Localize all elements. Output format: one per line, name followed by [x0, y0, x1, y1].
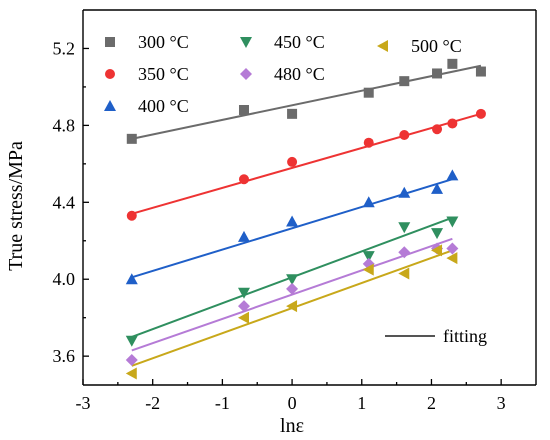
y-tick-label: 3.6: [53, 346, 76, 366]
data-point: [363, 137, 374, 148]
data-point: [398, 186, 411, 198]
data-point: [431, 228, 444, 240]
y-tick-label: 5.2: [53, 38, 76, 58]
data-point: [125, 354, 138, 366]
data-point: [362, 263, 374, 276]
data-point: [237, 230, 250, 242]
data-point: [432, 124, 443, 135]
data-point: [447, 118, 458, 129]
data-point: [446, 169, 459, 181]
x-tick-label: -3: [76, 393, 91, 413]
axes: -3 -2 -1 0 1 2 3 3.6 4.0 4.4 4.8 5.2: [53, 9, 537, 413]
data-point: [286, 282, 299, 295]
data-point: [362, 196, 375, 208]
y-tick-label: 4.8: [53, 115, 76, 135]
data-point: [237, 300, 250, 313]
legend-label: 450 °C: [274, 32, 325, 52]
data-point: [363, 87, 374, 98]
x-tick-label: -2: [145, 393, 160, 413]
data-point: [446, 216, 459, 228]
data-point: [475, 108, 486, 119]
legend-marker: [105, 69, 115, 79]
y-tick-label: 4.0: [53, 269, 76, 289]
data-point: [286, 300, 298, 313]
data-point: [125, 367, 137, 380]
data-point: [287, 108, 298, 119]
data-point: [431, 244, 443, 257]
legend-marker: [240, 37, 252, 48]
data-point: [287, 156, 298, 167]
y-axis-label: True stress/MPa: [5, 141, 27, 271]
x-tick-label: 0: [288, 393, 297, 413]
data-point: [125, 335, 138, 347]
data-point: [125, 273, 138, 285]
data-point: [398, 222, 411, 234]
legend-label: 480 °C: [274, 64, 325, 84]
legend-marker: [104, 100, 116, 111]
data-point: [446, 252, 458, 265]
fit-line-0: [131, 64, 482, 140]
fitting-legend-label: fitting: [443, 326, 487, 346]
legend-marker: [105, 37, 115, 47]
x-tick-label: 1: [357, 393, 366, 413]
data-point: [237, 311, 249, 324]
data-point: [399, 130, 410, 140]
data-point: [238, 174, 249, 185]
fit-line-1: [131, 112, 482, 215]
legend-marker: [377, 40, 388, 52]
data-point: [398, 246, 411, 259]
data-point: [398, 267, 410, 280]
legend-label: 350 °C: [138, 64, 189, 84]
data-point: [399, 76, 410, 87]
data-point: [362, 251, 375, 263]
data-point: [446, 242, 459, 255]
data-point: [238, 105, 249, 115]
y-tick-label: 4.4: [53, 192, 76, 212]
legend-label: 300 °C: [138, 32, 189, 52]
legend-marker: [240, 68, 252, 80]
data-point: [126, 210, 137, 221]
x-axis-label: lnε: [280, 415, 304, 437]
data-markers: [125, 58, 486, 380]
x-tick-label: 2: [427, 393, 436, 413]
x-tick-label: 3: [497, 393, 506, 413]
legend: 300 °C 350 °C 400 °C 450 °C 480 °C 500 °C fitt…: [104, 32, 487, 346]
data-point: [126, 133, 137, 144]
data-point: [237, 287, 250, 299]
data-point: [447, 58, 458, 69]
fit-line-2: [131, 178, 453, 279]
data-point: [286, 274, 299, 286]
legend-label: 400 °C: [138, 96, 189, 116]
data-point: [286, 215, 299, 227]
data-point: [431, 182, 444, 194]
data-point: [432, 68, 443, 79]
data-point: [475, 66, 486, 77]
x-tick-label: -1: [215, 393, 230, 413]
legend-label: 500 °C: [411, 36, 462, 56]
